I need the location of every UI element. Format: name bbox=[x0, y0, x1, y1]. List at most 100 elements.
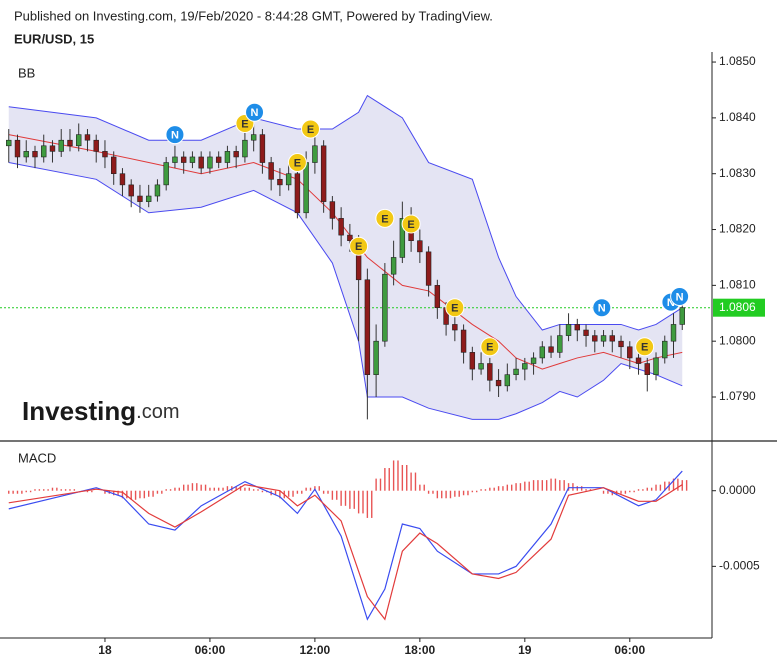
pane-title: MACD bbox=[18, 450, 56, 465]
candle-body bbox=[373, 340, 379, 375]
event-marker bbox=[287, 153, 307, 173]
candle-body bbox=[478, 363, 484, 370]
event-marker bbox=[349, 236, 369, 256]
candle-body bbox=[277, 178, 283, 186]
candle-body bbox=[600, 335, 607, 342]
candle-body bbox=[425, 251, 432, 286]
candle-body bbox=[259, 134, 266, 163]
event-marker bbox=[401, 214, 421, 234]
event-label: E bbox=[294, 157, 301, 169]
x-tick-label: 18:00 bbox=[405, 643, 436, 657]
candle-body bbox=[180, 156, 187, 163]
logo: Investing.com bbox=[22, 396, 179, 426]
candle-body bbox=[49, 145, 56, 152]
last-price-label: 1.0806 bbox=[719, 300, 756, 314]
candle-body bbox=[662, 340, 668, 359]
candle-body bbox=[382, 273, 388, 342]
candle-body bbox=[513, 368, 519, 375]
candle-body bbox=[128, 184, 134, 197]
candle-body bbox=[207, 156, 213, 169]
candle-body bbox=[172, 156, 178, 163]
event-label: E bbox=[241, 118, 248, 130]
candle-body bbox=[198, 156, 204, 169]
candle-body bbox=[434, 285, 441, 308]
candle-body bbox=[487, 363, 493, 381]
candle-body bbox=[347, 234, 353, 241]
candle-body bbox=[93, 139, 99, 152]
event-marker bbox=[245, 102, 265, 122]
candle-body bbox=[145, 195, 152, 202]
y-tick-label: 0.0000 bbox=[719, 483, 756, 497]
upper-band bbox=[8, 94, 683, 331]
candle-body bbox=[224, 151, 231, 163]
x-tick-label: 18 bbox=[98, 643, 112, 657]
candle-body bbox=[250, 134, 257, 141]
event-label: N bbox=[676, 291, 684, 303]
event-label: E bbox=[641, 342, 648, 354]
lower-band bbox=[8, 162, 683, 420]
candle-body bbox=[452, 324, 458, 331]
y-tick-label: 1.0840 bbox=[719, 110, 756, 124]
candle-body bbox=[644, 363, 650, 375]
candle-body bbox=[111, 156, 117, 175]
x-tick-label: 12:00 bbox=[300, 643, 331, 657]
y-tick-label: 1.0810 bbox=[719, 278, 756, 292]
candle-body bbox=[504, 374, 511, 387]
candle-body bbox=[32, 151, 38, 158]
event-marker bbox=[635, 337, 655, 357]
event-label: E bbox=[381, 213, 388, 225]
candle-body bbox=[6, 139, 12, 147]
event-label: E bbox=[355, 241, 362, 253]
published-note: Published on Investing.com, 19/Feb/2020 … bbox=[14, 8, 493, 23]
candle-body bbox=[67, 139, 73, 147]
y-tick-label: 1.0820 bbox=[719, 222, 756, 236]
event-marker bbox=[165, 125, 185, 145]
logo-main: Investing bbox=[22, 396, 136, 426]
y-tick-label: -0.0005 bbox=[719, 559, 760, 573]
candle-body bbox=[574, 324, 581, 331]
event-marker bbox=[592, 298, 612, 318]
event-marker bbox=[445, 298, 465, 318]
candle-body bbox=[539, 346, 546, 359]
candle-body bbox=[635, 357, 642, 364]
candle-body bbox=[312, 145, 318, 163]
candle-body bbox=[390, 257, 397, 275]
candle-body bbox=[653, 357, 659, 375]
candle-body bbox=[609, 335, 615, 342]
candle-body bbox=[548, 346, 554, 353]
macd-line bbox=[8, 484, 683, 621]
macd-line bbox=[8, 470, 683, 621]
candle-body bbox=[163, 162, 169, 186]
event-marker bbox=[301, 119, 321, 139]
candle-body bbox=[58, 139, 64, 152]
candle-body bbox=[320, 145, 327, 202]
candle-body bbox=[495, 379, 502, 387]
event-label: E bbox=[307, 124, 314, 136]
symbol: EUR/USD, 15 bbox=[14, 31, 94, 46]
candle-body bbox=[329, 201, 336, 219]
candle-body bbox=[557, 335, 563, 353]
logo-suffix: .com bbox=[136, 401, 179, 423]
candle-body bbox=[670, 324, 677, 342]
candle-body bbox=[522, 363, 528, 370]
candle-body bbox=[583, 329, 589, 336]
y-tick-label: 1.0790 bbox=[719, 389, 756, 403]
candle-body bbox=[303, 162, 309, 214]
pane-title: BB bbox=[18, 65, 35, 80]
x-tick-label: 19 bbox=[518, 643, 532, 657]
candle-body bbox=[417, 240, 423, 253]
candle-body bbox=[189, 156, 196, 163]
candle-body bbox=[268, 162, 274, 180]
candle-body bbox=[84, 134, 91, 141]
x-tick-label: 06:00 bbox=[195, 643, 226, 657]
candle-body bbox=[154, 184, 161, 197]
candle-body bbox=[294, 173, 301, 214]
last-price-box bbox=[713, 298, 765, 317]
event-label: N bbox=[171, 130, 179, 142]
candle-body bbox=[215, 156, 222, 163]
candle-body bbox=[76, 134, 82, 147]
candle-body bbox=[618, 340, 624, 348]
event-label: N bbox=[598, 303, 606, 315]
candle-body bbox=[233, 151, 239, 158]
